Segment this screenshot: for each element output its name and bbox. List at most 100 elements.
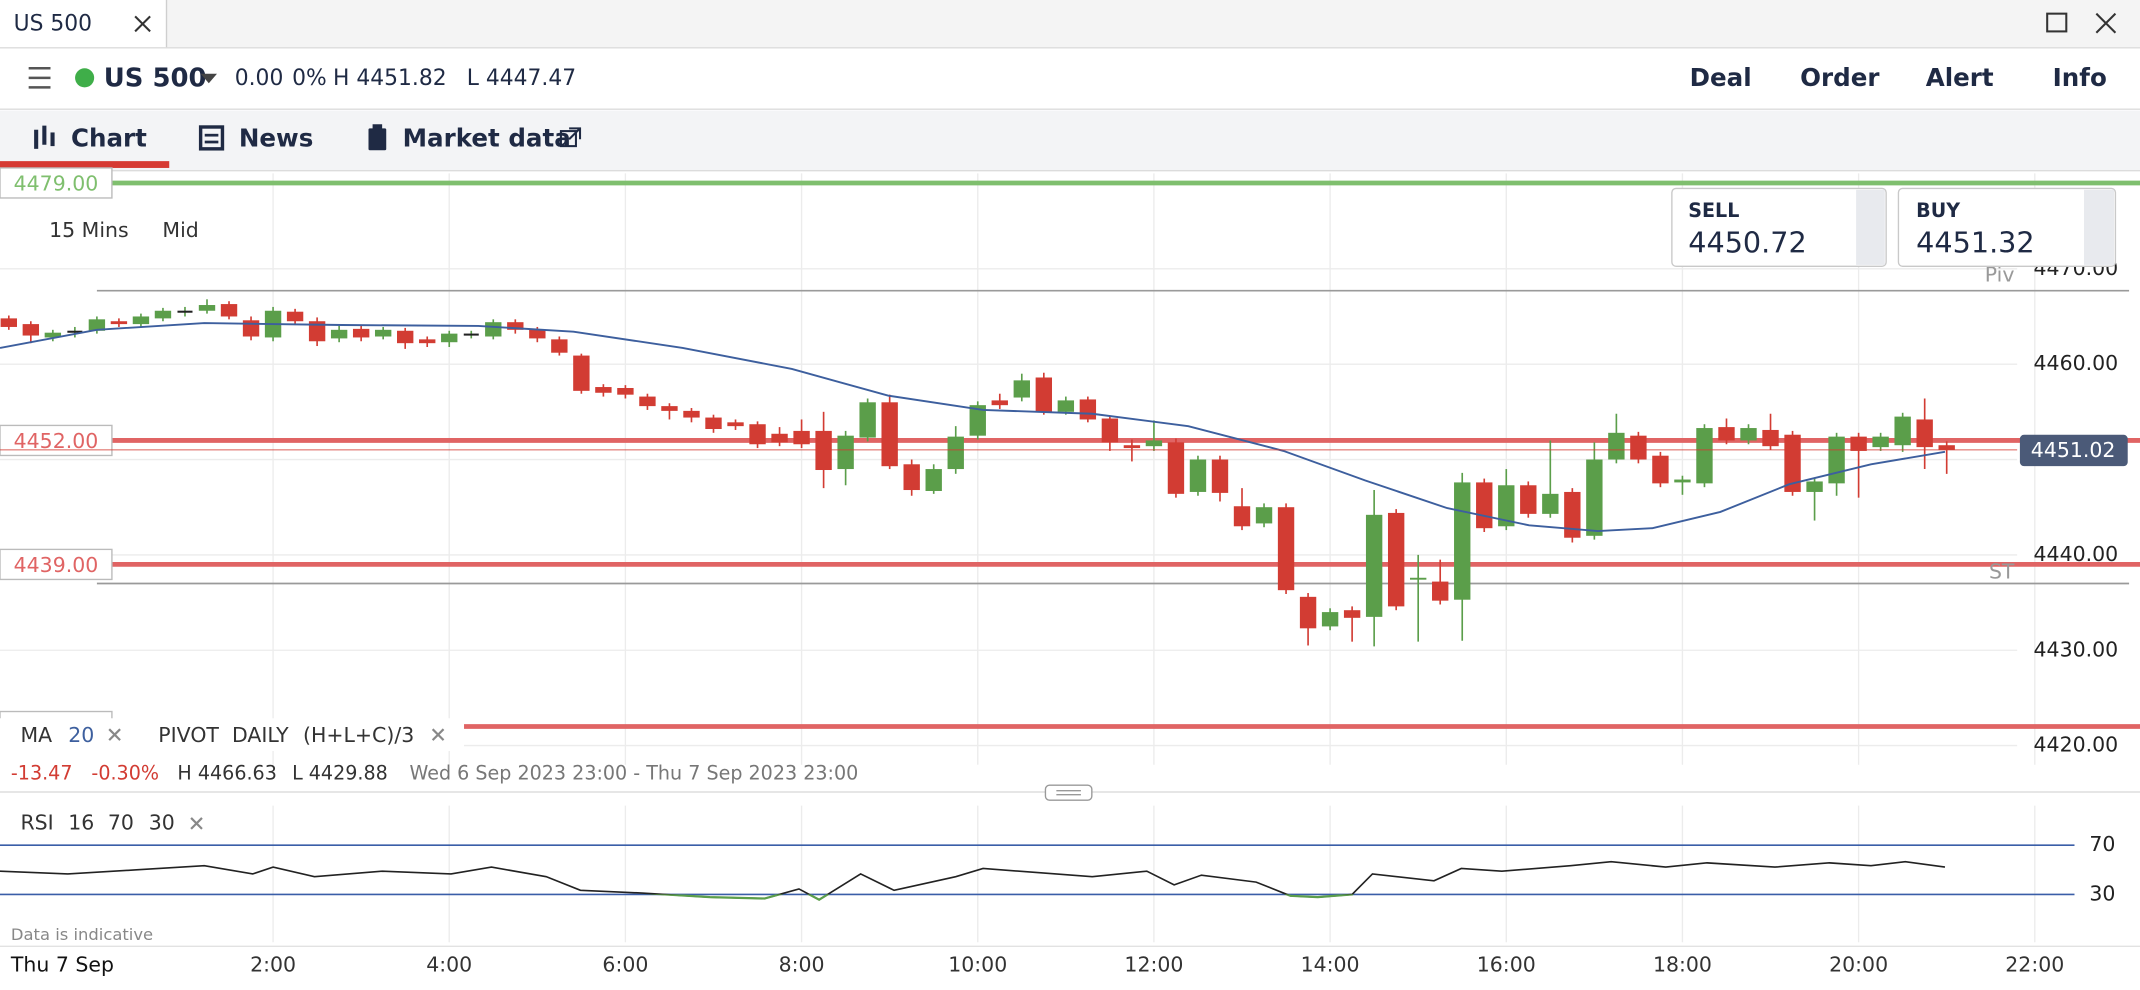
news-icon [198,125,225,151]
candle-body [1586,459,1603,536]
candle-body [1013,380,1030,398]
candle-body [727,422,744,427]
candle-body [991,400,1008,406]
active-tab-indicator [0,161,170,168]
y-tick-label: 4420.00 [2034,733,2119,757]
rsi-period: 16 [68,810,94,834]
x-tick-label: 16:00 [1477,952,1536,976]
candle-body [1850,436,1867,451]
header-menu-item[interactable]: Alert [1926,63,1994,92]
candle-body [1387,512,1405,607]
candle-body [198,305,216,311]
candle-body [1409,577,1427,580]
chart-icon [34,125,55,149]
candle-body [485,322,502,337]
candle-body [947,436,964,470]
rsi-level-label: 30 [2089,881,2115,905]
candle-body [1520,485,1537,514]
rsi-lower: 30 [149,810,175,834]
x-tick-label: 8:00 [779,952,825,976]
header-menu-item[interactable]: Info [2053,63,2107,92]
candle-body [88,319,106,331]
header-menu-item[interactable]: Deal [1690,63,1752,92]
last-price-label: 4451.02 [2031,438,2116,462]
tab-bar [0,110,2140,171]
candle-body [286,311,304,322]
candle-body [529,329,546,339]
sell-box[interactable]: SELL 4450.72 [1671,187,1887,267]
remove-pivot[interactable] [431,728,445,741]
candle-body [132,316,150,325]
external-link-icon[interactable] [559,127,582,148]
x-tick-label: 22:00 [2005,952,2064,976]
candle-body [308,321,326,342]
header-change-pct: 0% [292,66,327,91]
stat-range: Wed 6 Sep 2023 23:00 - Thu 7 Sep 2023 23… [409,762,858,785]
rsi-panel: 70 30 [0,832,2115,905]
hamburger-menu[interactable] [28,67,51,89]
close-button[interactable] [2095,12,2117,34]
maximize-button[interactable] [2046,12,2068,33]
candle-body [1189,459,1207,492]
x-axis: 2:00 4:00 6:00 8:00 10:00 12:00 14:00 16:00 18:0… [250,952,2064,976]
y-tick-label: 4430.00 [2034,637,2119,661]
tab[interactable]: Market data [403,123,571,152]
instrument-dropdown[interactable] [200,73,218,84]
tab[interactable]: News [239,123,314,152]
buy-label: BUY [1916,199,1961,222]
remove-ma[interactable] [108,728,121,741]
legend-background [0,718,465,752]
tab[interactable]: Chart [71,123,147,152]
candle-body [1255,507,1273,524]
header-high: H 4451.82 [333,66,447,91]
candle-body [1608,432,1625,460]
candle-body [1718,427,1735,441]
window-tab[interactable] [0,0,167,48]
splitter-handle[interactable] [1044,784,1093,801]
candle-body [1872,436,1889,448]
candle-body [925,469,942,491]
price-level-tag[interactable] [0,548,113,581]
tab-close[interactable] [134,15,151,33]
date-label: Thu 7 Sep [10,952,114,976]
candle-body [220,304,238,317]
x-tick-label: 18:00 [1653,952,1712,976]
candle-body [507,322,524,330]
header-menu-item[interactable]: Order [1800,63,1880,92]
stat-change-pct: -0.30% [91,762,159,785]
buy-box[interactable]: BUY 4451.32 [1897,187,2117,267]
candle-body [1784,434,1801,492]
candle-body [1674,479,1691,483]
candle-body [22,324,40,336]
ma-period: 20 [68,723,94,747]
rsi-line [0,860,1946,901]
candle-body [44,332,62,338]
x-tick-label: 14:00 [1301,952,1360,976]
candle-body [1564,491,1581,538]
price-level-tag[interactable] [0,167,113,199]
header-low: L 4447.47 [467,66,576,91]
candle-body [749,424,766,445]
candle-body [793,430,810,445]
candle-body [1057,400,1075,412]
remove-rsi[interactable] [190,817,203,830]
candle-body [617,387,634,395]
ma-name: MA [20,723,52,747]
last-price-tag [2019,434,2128,467]
candle-body [705,417,722,430]
candle-body [419,339,436,344]
candle-body [1630,435,1647,460]
candle-body [1432,581,1449,601]
stat-low: L 4429.88 [292,762,388,785]
candle-body [154,310,172,319]
candle-body [573,355,590,391]
candle-body [1828,436,1845,484]
overlay: 4451.02 [0,434,2128,467]
instrument-name[interactable]: US 500 [104,64,207,94]
candle-body [1123,445,1141,449]
window-tab-label: US 500 [14,12,92,37]
title-bar [0,0,2140,48]
interval-selector[interactable]: 15 Mins [49,218,129,242]
price-type-selector[interactable]: Mid [162,218,198,242]
